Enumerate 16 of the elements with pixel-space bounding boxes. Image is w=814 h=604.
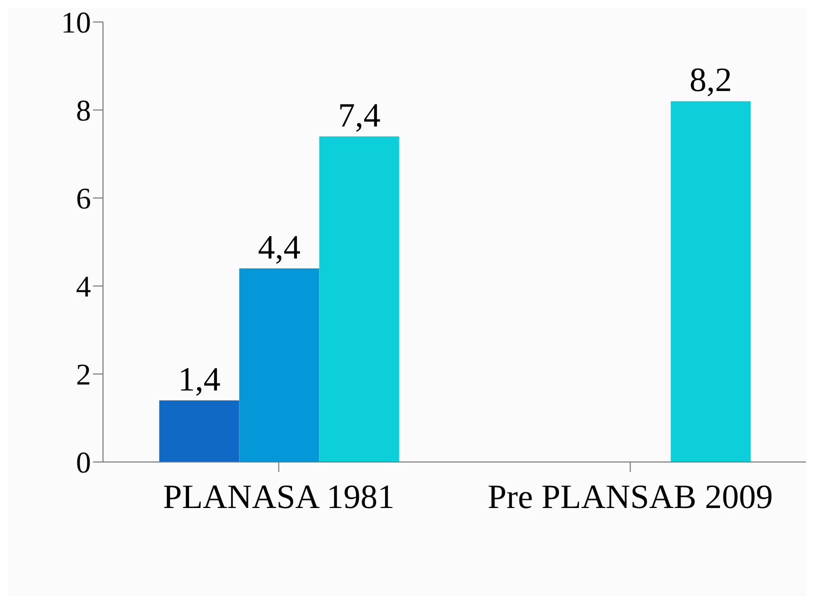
data-label: 8,2 bbox=[689, 62, 732, 100]
y-tick-label: 6 bbox=[76, 182, 91, 216]
bar bbox=[670, 101, 751, 462]
x-tick-label: PLANASA 1981 bbox=[163, 479, 394, 516]
y-tick-label: 0 bbox=[76, 446, 91, 480]
bar bbox=[159, 400, 240, 462]
y-tick-label: 8 bbox=[76, 94, 91, 128]
data-label: 7,4 bbox=[338, 97, 380, 134]
y-tick-label: 10 bbox=[61, 6, 91, 40]
y-tick-label: 2 bbox=[76, 358, 91, 392]
data-label: 4,4 bbox=[258, 229, 300, 266]
bar bbox=[319, 136, 400, 462]
x-tick-label: Pre PLANSAB 2009 bbox=[488, 479, 773, 516]
data-label: 1,4 bbox=[178, 361, 220, 398]
y-tick-label: 4 bbox=[76, 270, 91, 304]
bar bbox=[239, 268, 320, 462]
